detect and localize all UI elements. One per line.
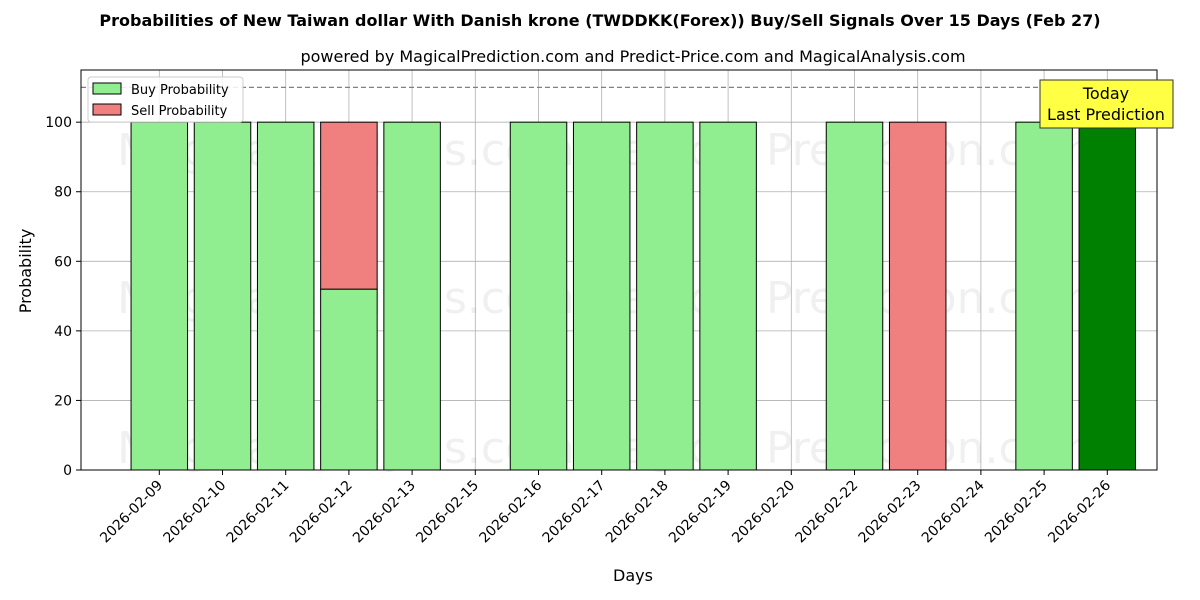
legend-label-buy: Buy Probability bbox=[131, 83, 229, 98]
y-tick-label-2: 40 bbox=[54, 324, 72, 340]
plot-frame bbox=[80, 69, 1158, 471]
bar-buy-2026-02-25 bbox=[1015, 121, 1073, 471]
legend: Buy Probability Sell Probability bbox=[87, 76, 244, 123]
x-tick-label-7: 2026-02-17 bbox=[540, 478, 609, 547]
today-line-1: Today bbox=[1082, 84, 1129, 103]
x-tick-label-15: 2026-02-26 bbox=[1045, 477, 1114, 546]
legend-box bbox=[87, 76, 244, 123]
y-ticks: 0 20 40 60 80 100 bbox=[45, 115, 81, 479]
x-tick-label-3: 2026-02-12 bbox=[287, 478, 356, 547]
x-tick-label-4: 2026-02-13 bbox=[350, 478, 419, 547]
x-tick-label-2: 2026-02-11 bbox=[224, 478, 293, 547]
x-tick-label-1: 2026-02-10 bbox=[160, 478, 229, 547]
x-axis-label: Days bbox=[613, 566, 653, 585]
y-tick-label-5: 100 bbox=[45, 115, 72, 131]
bar-buy-2026-02-12 bbox=[320, 288, 378, 471]
x-tick-label-5: 2026-02-15 bbox=[413, 478, 482, 547]
x-tick-label-12: 2026-02-23 bbox=[856, 478, 925, 547]
x-tick-label-14: 2026-02-25 bbox=[982, 478, 1051, 547]
bar-buy-2026-02-09 bbox=[130, 121, 189, 471]
bar-buy-2026-02-18 bbox=[636, 121, 694, 471]
bar-sell-2026-02-23 bbox=[888, 121, 947, 471]
bar-buy-2026-02-11 bbox=[256, 121, 315, 471]
today-line-2: Last Prediction bbox=[1047, 105, 1165, 124]
y-tick-label-1: 20 bbox=[54, 393, 72, 409]
bar-sell-2026-02-12 bbox=[320, 121, 378, 290]
legend-swatch-sell bbox=[92, 103, 122, 116]
x-tick-label-0: 2026-02-09 bbox=[97, 478, 166, 547]
x-tick-label-13: 2026-02-24 bbox=[919, 477, 988, 546]
x-tick-label-8: 2026-02-18 bbox=[603, 478, 672, 547]
today-annotation: Today Last Prediction bbox=[1039, 79, 1174, 129]
y-tick-label-3: 60 bbox=[54, 254, 72, 270]
x-tick-label-10: 2026-02-20 bbox=[729, 478, 798, 547]
x-tick-label-9: 2026-02-19 bbox=[666, 478, 735, 547]
bar-buy-2026-02-10 bbox=[193, 121, 252, 471]
y-tick-label-4: 80 bbox=[54, 185, 72, 201]
chart-title: Probabilities of New Taiwan dollar With … bbox=[99, 11, 1100, 30]
bar-buy-2026-02-13 bbox=[383, 121, 441, 471]
legend-label-sell: Sell Probability bbox=[131, 104, 228, 119]
x-ticks: 2026-02-092026-02-102026-02-112026-02-12… bbox=[97, 470, 1114, 546]
bar-buy-2026-02-22 bbox=[825, 121, 884, 471]
x-tick-label-6: 2026-02-16 bbox=[476, 477, 545, 546]
y-axis-label: Probability bbox=[16, 229, 35, 314]
legend-swatch-buy bbox=[92, 82, 122, 95]
bar-buy-2026-02-19 bbox=[699, 121, 757, 471]
y-tick-label-0: 0 bbox=[63, 463, 72, 479]
bar-buy-2026-02-16 bbox=[509, 121, 568, 471]
today-box bbox=[1039, 79, 1174, 129]
chart-subtitle: powered by MagicalPrediction.com and Pre… bbox=[300, 47, 965, 66]
bar-buy-2026-02-26 bbox=[1078, 121, 1137, 471]
x-tick-label-11: 2026-02-22 bbox=[792, 478, 861, 547]
bars bbox=[130, 121, 1137, 471]
bar-buy-2026-02-17 bbox=[572, 121, 631, 471]
